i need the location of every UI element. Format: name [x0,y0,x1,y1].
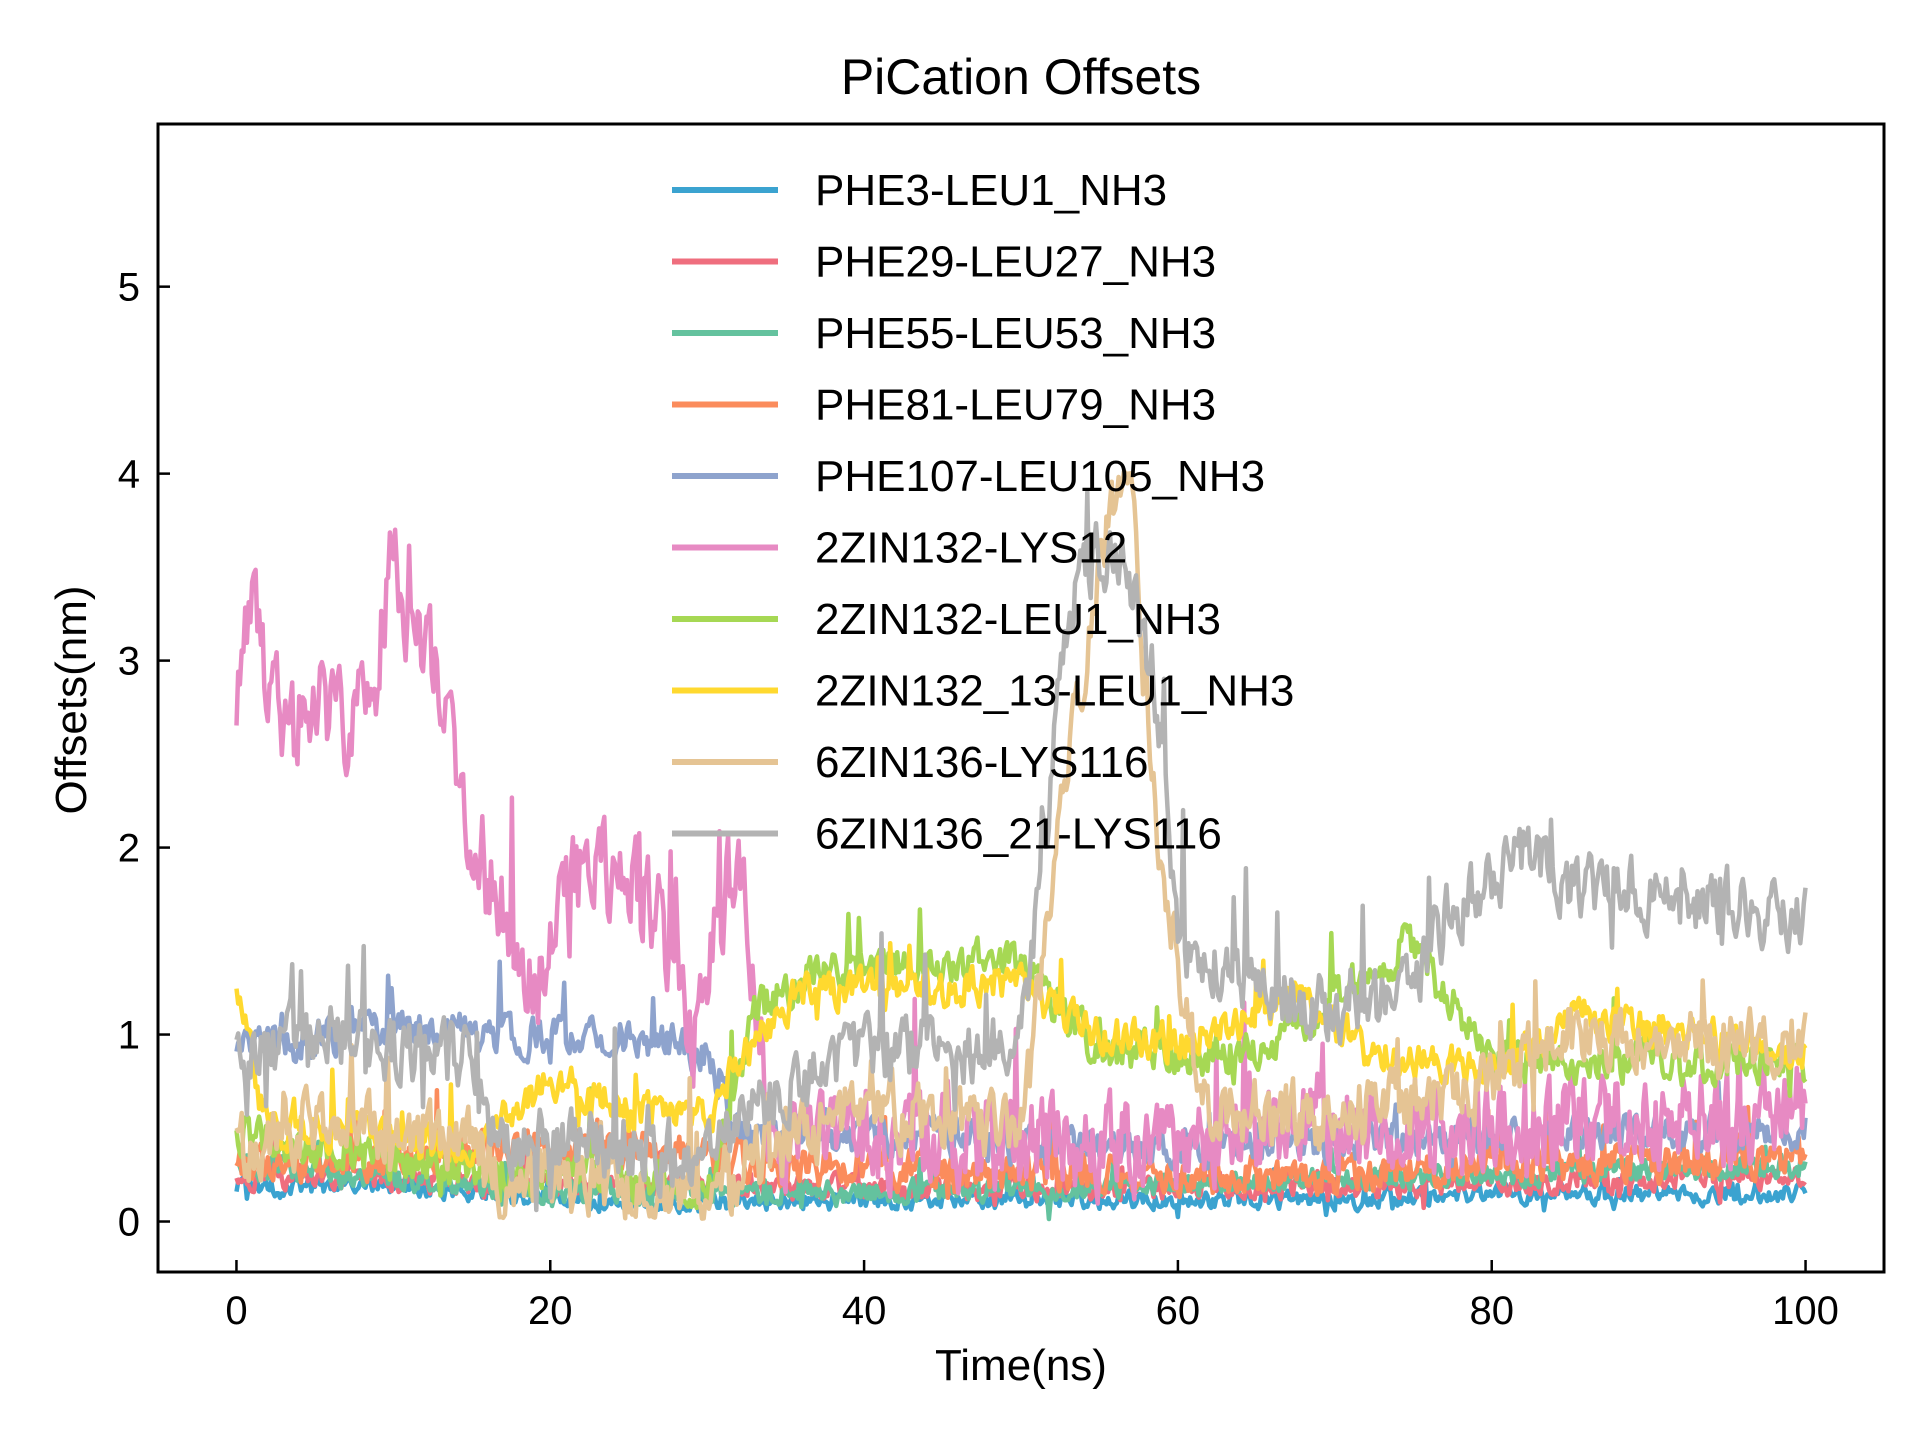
legend-label: 6ZIN136_21-LYS116 [815,810,1222,859]
series-line [234,527,1808,1206]
y-tick-label: 4 [118,453,140,497]
legend-item: 2ZIN132-LEU1_NH3 [672,595,1221,644]
legend-label: PHE55-LEU53_NH3 [815,309,1216,358]
x-tick-label: 80 [1469,1289,1514,1333]
legend-label: 2ZIN132-LYS12 [815,524,1127,573]
y-tick-label: 0 [118,1201,140,1245]
legend-label: 2ZIN132-LEU1_NH3 [815,595,1221,644]
legend-item: 2ZIN132_13-LEU1_NH3 [672,667,1294,716]
legend-label: PHE81-LEU79_NH3 [815,381,1216,430]
ticks-layer: 0 20 40 60 80 100 0 1 2 3 4 5 [118,266,1839,1333]
legend: PHE3-LEU1_NH3 PHE29-LEU27_NH3 PHE55-LEU53_… [672,166,1294,859]
y-tick-label: 2 [118,827,140,871]
x-axis-label: Time(ns) [935,1341,1107,1390]
series-line [234,469,1808,1221]
legend-item: PHE107-LEU105_NH3 [672,452,1265,501]
legend-label: 6ZIN136-LYS116 [815,738,1148,787]
legend-item: PHE55-LEU53_NH3 [672,309,1216,358]
series-line [234,489,1808,1213]
y-axis-label: Offsets(nm) [47,585,96,814]
legend-label: PHE107-LEU105_NH3 [815,452,1265,501]
x-tick-label: 100 [1772,1289,1839,1333]
x-tick-label: 40 [842,1289,887,1333]
y-tick-label: 5 [118,266,140,310]
legend-label: 2ZIN132_13-LEU1_NH3 [815,667,1294,716]
y-tick-label: 3 [118,640,140,684]
legend-item: 2ZIN132-LYS12 [672,524,1127,573]
y-tick-label: 1 [118,1014,140,1058]
x-tick-label: 60 [1156,1289,1201,1333]
plot-frame [156,122,1886,1274]
legend-item: 6ZIN136_21-LYS116 [672,810,1222,859]
x-tick-label: 0 [225,1289,247,1333]
legend-item: PHE3-LEU1_NH3 [672,166,1167,215]
x-tick-label: 20 [528,1289,573,1333]
legend-item: 6ZIN136-LYS116 [672,738,1148,787]
series-layer [234,469,1808,1222]
legend-item: PHE81-LEU79_NH3 [672,381,1216,430]
legend-item: PHE29-LEU27_NH3 [672,238,1216,287]
legend-label: PHE29-LEU27_NH3 [815,238,1216,287]
legend-label: PHE3-LEU1_NH3 [815,166,1167,215]
chart-title: PiCation Offsets [841,49,1201,105]
